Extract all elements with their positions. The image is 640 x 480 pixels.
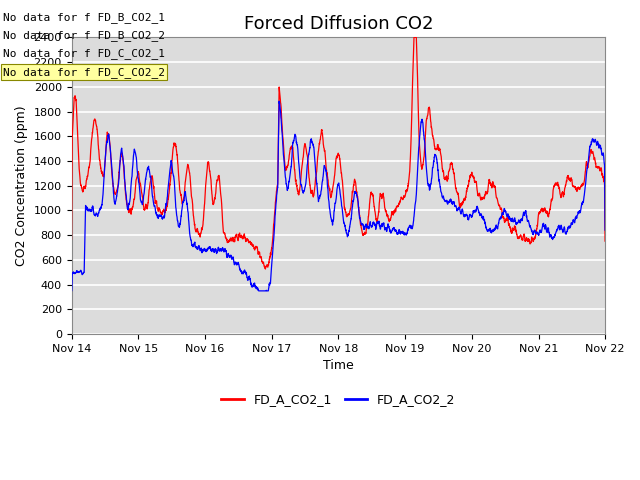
Text: No data for f FD_C_CO2_2: No data for f FD_C_CO2_2 bbox=[3, 67, 165, 78]
Legend: FD_A_CO2_1, FD_A_CO2_2: FD_A_CO2_1, FD_A_CO2_2 bbox=[216, 388, 461, 411]
Y-axis label: CO2 Concentration (ppm): CO2 Concentration (ppm) bbox=[15, 106, 28, 266]
Text: No data for f FD_B_CO2_2: No data for f FD_B_CO2_2 bbox=[3, 30, 165, 41]
Title: Forced Diffusion CO2: Forced Diffusion CO2 bbox=[244, 15, 433, 33]
X-axis label: Time: Time bbox=[323, 360, 354, 372]
Text: No data for f FD_B_CO2_1: No data for f FD_B_CO2_1 bbox=[3, 12, 165, 23]
Text: No data for f FD_C_CO2_1: No data for f FD_C_CO2_1 bbox=[3, 48, 165, 60]
